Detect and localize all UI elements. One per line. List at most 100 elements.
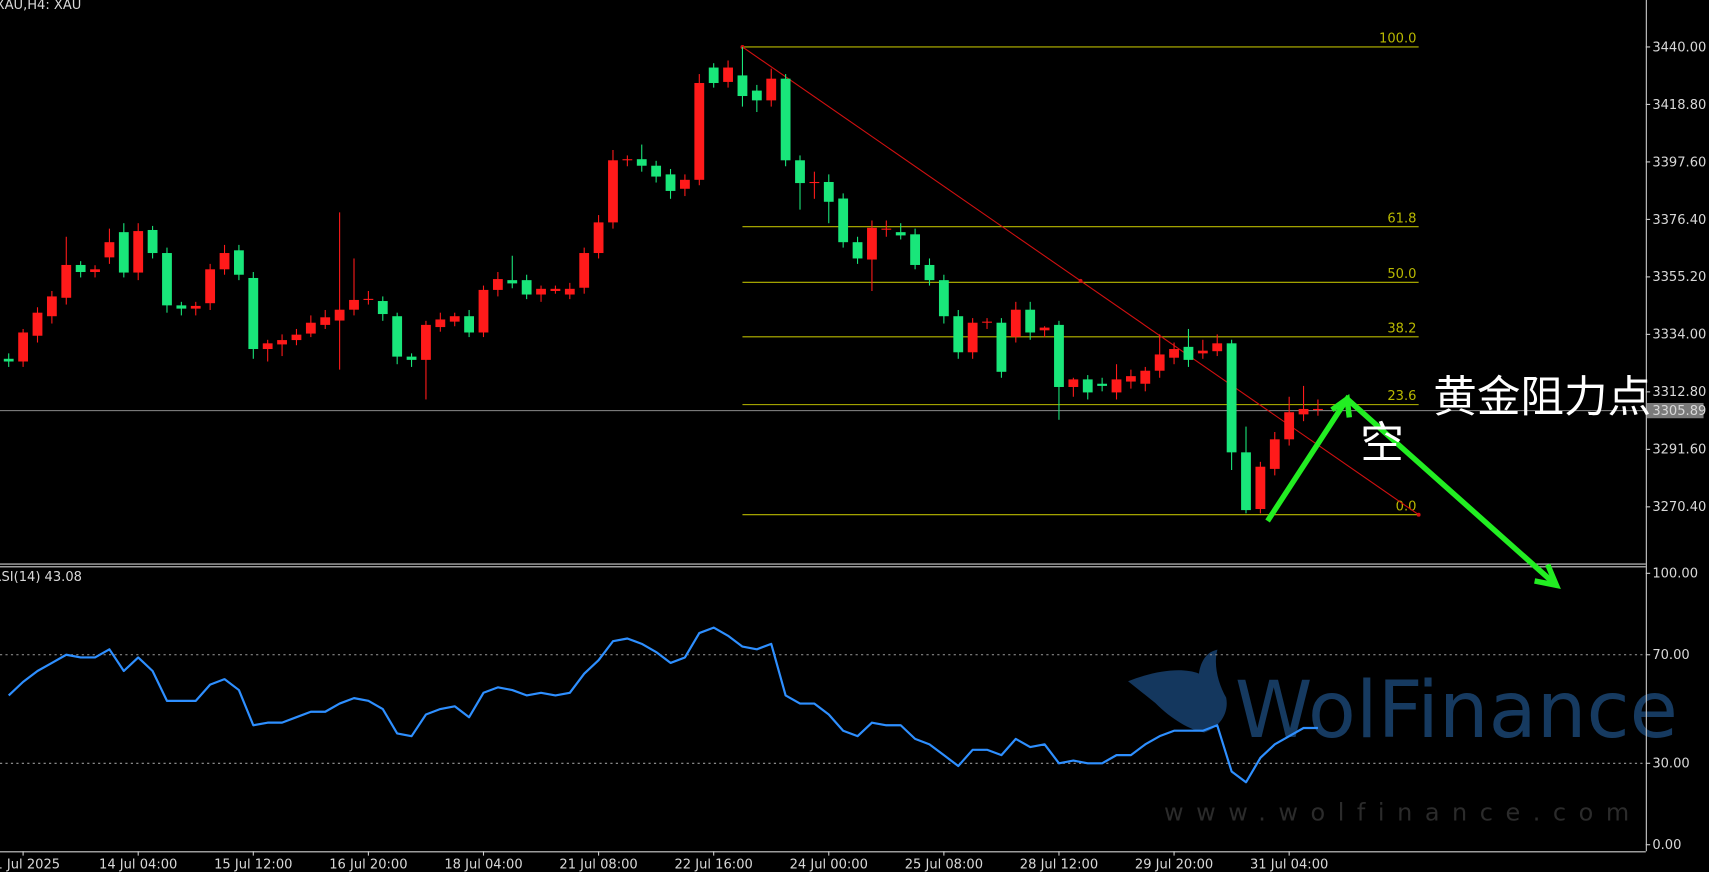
candle-body (464, 316, 475, 333)
x-tick-label: 14 Jul 04:00 (99, 858, 177, 872)
candle-body (867, 227, 877, 260)
candle-body (1054, 324, 1064, 387)
candle-body (492, 279, 503, 290)
candle-body (205, 269, 216, 304)
candle-body (521, 280, 532, 295)
current-price-label: 3305.89 (1652, 404, 1706, 419)
candle-body (751, 90, 762, 101)
candle-body (593, 222, 604, 254)
y-tick-label: 3376.40 (1652, 213, 1706, 228)
candle-body (1125, 376, 1136, 382)
rsi-line (7, 626, 1318, 784)
fib-label: 50.0 (1387, 267, 1416, 282)
x-tick-label: 18 Jul 04:00 (444, 858, 522, 872)
candle-body (377, 301, 388, 315)
candle-body (291, 334, 302, 341)
candle-body (234, 250, 244, 275)
candle-body (147, 229, 158, 254)
candle-body (75, 264, 86, 273)
candle-body (1140, 370, 1151, 384)
candle-body (118, 232, 129, 273)
candle-body (780, 78, 791, 161)
candle-body (953, 316, 964, 353)
candle-body (1284, 412, 1295, 440)
candle-body (838, 198, 849, 243)
x-tick-label: 24 Jul 00:00 (790, 858, 868, 872)
candle-body (1313, 408, 1323, 411)
y-tick-label: 3440.00 (1652, 40, 1706, 55)
candle-body (1255, 466, 1266, 510)
arrow-head (1534, 563, 1561, 589)
fib-label: 61.8 (1387, 211, 1416, 226)
candle-body (1197, 350, 1208, 354)
candle-body (680, 179, 690, 189)
candle-body (248, 277, 259, 350)
candle-body (938, 280, 949, 317)
candle-body (766, 78, 777, 101)
candle-body (564, 288, 575, 295)
candle-body (133, 231, 144, 273)
candle-body (967, 322, 978, 353)
y-tick-label: 3270.40 (1652, 500, 1706, 515)
candle-body (1039, 327, 1050, 331)
indicator-title: RSI(14) 43.08 (0, 570, 82, 585)
candle-body (665, 174, 676, 191)
candle-body (1154, 354, 1165, 371)
candle-body (320, 317, 331, 325)
y-tick-label: 3418.80 (1652, 98, 1706, 113)
candle-body (262, 343, 273, 350)
candle-body (18, 332, 29, 362)
candle-body (579, 253, 590, 288)
x-tick-label: 11 Jul 2025 (0, 858, 60, 872)
candle-body (910, 234, 921, 265)
candle-body (795, 160, 805, 184)
candle-body (190, 305, 201, 309)
candle-body (694, 83, 705, 180)
candle-body (823, 181, 834, 202)
trendline-anchor (1078, 278, 1083, 283)
chart-title: XAU,H4: XAU (0, 0, 81, 13)
candle-body (852, 242, 863, 259)
y-tick-label: 3312.80 (1652, 385, 1706, 400)
y-tick-label: 3355.20 (1652, 270, 1706, 285)
candle-body (334, 309, 345, 321)
candle-body (449, 316, 460, 322)
fib-label: 23.6 (1387, 389, 1416, 404)
candle-body (363, 298, 374, 300)
annotation: 空 (1360, 420, 1404, 468)
candle-body (737, 75, 748, 97)
candle-body (349, 299, 359, 310)
y-tick-label: 3291.60 (1652, 443, 1706, 458)
x-tick-label: 15 Jul 12:00 (214, 858, 292, 872)
x-tick-label: 22 Jul 16:00 (675, 858, 753, 872)
candle-body (392, 316, 403, 357)
candle-body (507, 280, 518, 284)
candle-body (651, 165, 662, 177)
y-tick-label: 100.00 (1652, 567, 1698, 582)
candle-body (982, 321, 992, 323)
candle-body (550, 288, 561, 291)
x-tick-label: 29 Jul 20:00 (1135, 858, 1213, 872)
fib-label: 100.0 (1379, 32, 1416, 47)
fib-label: 0.0 (1396, 499, 1417, 514)
candle-body (1111, 379, 1122, 393)
candle-body (1212, 343, 1223, 352)
candle-body (1068, 379, 1079, 387)
candle-body (708, 67, 719, 84)
x-tick-label: 21 Jul 08:00 (559, 858, 637, 872)
y-tick-label: 3397.60 (1652, 155, 1706, 170)
candle-body (809, 181, 820, 184)
candle-body (1298, 408, 1309, 415)
candle-body (1226, 343, 1237, 453)
candle-body (3, 358, 14, 362)
candle-body (219, 253, 230, 270)
x-tick-label: 16 Jul 20:00 (329, 858, 407, 872)
candle-body (1241, 452, 1251, 511)
trendline-anchor (1416, 512, 1421, 517)
candle-body (176, 305, 187, 309)
candle-body (90, 269, 100, 273)
candle-body (162, 253, 172, 306)
